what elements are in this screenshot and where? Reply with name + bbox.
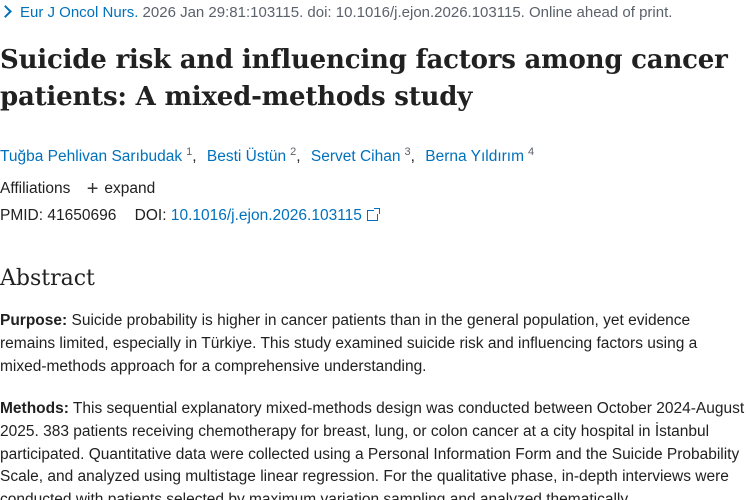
identifiers-row: PMID: 41650696 DOI: 10.1016/j.ejon.2026.…	[0, 205, 380, 227]
affiliations-expand-button[interactable]: + expand	[86, 178, 156, 200]
methods-label: Methods:	[0, 400, 69, 417]
abstract-purpose: Purpose: Suicide probability is higher i…	[0, 310, 748, 378]
author-affiliation-number[interactable]: 3	[404, 146, 411, 158]
doi-link[interactable]: 10.1016/j.ejon.2026.103115	[170, 207, 380, 224]
doi-value: 10.1016/j.ejon.2026.103115	[170, 207, 362, 224]
author-name: Tuğba Pehlivan Sarıbudak	[0, 148, 183, 165]
author-name: Servet Cihan	[310, 148, 401, 165]
citation-details: 2026 Jan 29:81:103115. doi: 10.1016/j.ej…	[142, 4, 673, 21]
abstract-methods: Methods: This sequential explanatory mix…	[0, 398, 748, 500]
author-link[interactable]: Berna Yıldırım 4	[425, 146, 535, 165]
author-name: Berna Yıldırım	[425, 148, 525, 165]
affiliations-row: Affiliations + expand	[0, 178, 155, 200]
author-separator: ,	[192, 148, 197, 165]
author-affiliation-number[interactable]: 1	[186, 146, 193, 158]
author-link[interactable]: Servet Cihan 3	[310, 146, 411, 165]
author-name: Besti Üstün	[206, 148, 287, 165]
author-list: Tuğba Pehlivan Sarıbudak 1, Besti Üstün 2,…	[0, 141, 534, 168]
author-separator: ,	[296, 148, 301, 165]
abstract-heading: Abstract	[0, 266, 95, 291]
plus-icon: +	[86, 178, 99, 200]
doi-label: DOI:	[134, 207, 167, 224]
affiliations-label: Affiliations	[0, 180, 71, 197]
external-link-icon	[366, 208, 380, 221]
expand-label: expand	[104, 180, 156, 197]
author-link[interactable]: Tuğba Pehlivan Sarıbudak 1	[0, 146, 193, 165]
journal-link[interactable]: Eur J Oncol Nurs.	[20, 4, 139, 21]
purpose-text: Suicide probability is higher in cancer …	[0, 312, 698, 375]
author-separator: ,	[410, 148, 415, 165]
chevron-right-icon[interactable]	[0, 5, 12, 18]
author-link[interactable]: Besti Üstün 2	[206, 146, 297, 165]
methods-text: This sequential explanatory mixed-method…	[0, 400, 745, 500]
purpose-label: Purpose:	[0, 312, 68, 329]
citation-line: Eur J Oncol Nurs. 2026 Jan 29:81:103115.…	[0, 3, 672, 23]
pmid-label: PMID:	[0, 207, 44, 224]
article-title: Suicide risk and influencing factors amo…	[0, 45, 728, 112]
author-affiliation-number[interactable]: 4	[528, 146, 535, 158]
author-affiliation-number[interactable]: 2	[290, 146, 297, 158]
pmid-value: 41650696	[47, 207, 117, 224]
